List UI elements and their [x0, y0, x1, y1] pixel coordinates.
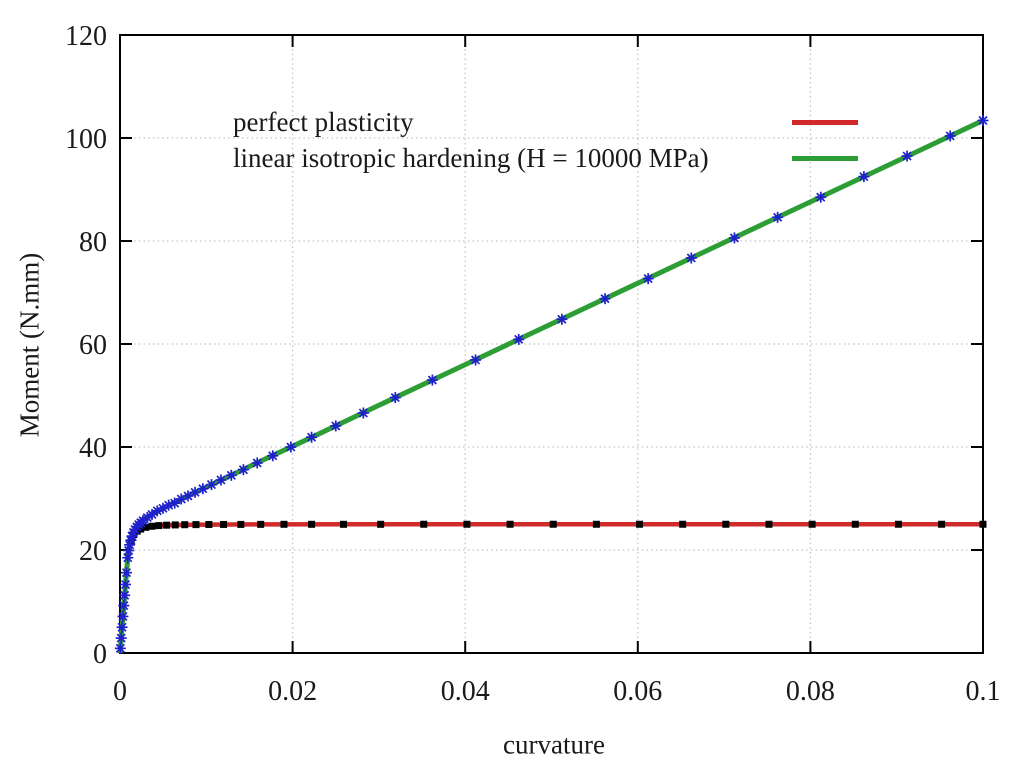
series-markers-linear-isotropic-hardening	[147, 509, 157, 520]
series-markers-perfect-plasticity	[181, 521, 189, 529]
y-tick-label-60: 60	[79, 330, 107, 361]
series-markers-linear-isotropic-hardening	[643, 274, 653, 284]
series-markers-linear-isotropic-hardening	[331, 421, 341, 431]
series-markers-linear-isotropic-hardening	[859, 172, 869, 182]
series-markers-perfect-plasticity	[142, 523, 150, 531]
series-markers-perfect-plasticity	[722, 520, 730, 528]
series-markers-linear-isotropic-hardening	[118, 611, 128, 621]
series-markers-perfect-plasticity	[192, 521, 200, 529]
series-markers-linear-isotropic-hardening	[600, 294, 610, 304]
series-markers-linear-isotropic-hardening	[117, 622, 127, 632]
series-markers-linear-isotropic-hardening	[945, 131, 955, 141]
series-markers-linear-isotropic-hardening	[268, 451, 278, 461]
series-line-perfect-plasticity	[117, 522, 983, 654]
series-markers-perfect-plasticity	[851, 520, 859, 528]
series-markers-linear-isotropic-hardening	[120, 579, 131, 590]
series-markers-perfect-plasticity	[148, 522, 156, 530]
series-markers-perfect-plasticity	[894, 520, 902, 528]
series-line-linear-isotropic-hardening	[117, 118, 985, 654]
series-markers-perfect-plasticity	[205, 521, 213, 529]
series-markers-perfect-plasticity	[463, 520, 471, 528]
x-axis-label: curvature	[503, 729, 605, 760]
series-markers-linear-isotropic-hardening	[286, 442, 296, 452]
series-markers-perfect-plasticity	[679, 520, 687, 528]
series-markers-linear-isotropic-hardening	[115, 643, 125, 653]
series-markers-perfect-plasticity	[592, 520, 600, 528]
series-markers-perfect-plasticity	[171, 521, 179, 529]
series-markers-linear-isotropic-hardening	[390, 392, 400, 403]
x-tick-label-0.1: 0.1	[966, 676, 1001, 707]
series-markers-linear-isotropic-hardening	[124, 545, 134, 556]
legend-label-perfect-plasticity: perfect plasticity	[233, 107, 414, 137]
series-markers-perfect-plasticity	[420, 520, 428, 528]
series-markers-linear-isotropic-hardening	[119, 601, 129, 611]
series-markers-linear-isotropic-hardening	[121, 568, 132, 578]
series-markers-linear-isotropic-hardening	[729, 233, 740, 243]
series-markers-perfect-plasticity	[257, 520, 265, 528]
series-markers-linear-isotropic-hardening	[123, 553, 133, 563]
series-markers-linear-isotropic-hardening	[238, 465, 248, 475]
series-markers-linear-isotropic-hardening	[198, 484, 208, 494]
y-axis-label: Moment (N.mm)	[14, 252, 45, 438]
series-markers-linear-isotropic-hardening	[773, 212, 783, 222]
series-markers-perfect-plasticity	[237, 520, 245, 528]
series-markers-linear-isotropic-hardening	[902, 151, 912, 161]
series-markers-linear-isotropic-hardening	[120, 590, 130, 600]
series-markers-perfect-plasticity	[549, 520, 557, 528]
series-markers-perfect-plasticity	[636, 520, 644, 528]
series-markers-perfect-plasticity	[137, 525, 145, 533]
series-markers-linear-isotropic-hardening	[190, 487, 200, 497]
series-markers-linear-isotropic-hardening	[226, 470, 236, 480]
series-markers-linear-isotropic-hardening	[557, 314, 567, 324]
series-markers-linear-isotropic-hardening	[307, 432, 317, 442]
series-markers-linear-isotropic-hardening	[816, 192, 826, 202]
series-markers-linear-isotropic-hardening	[170, 498, 180, 508]
series-markers-perfect-plasticity	[377, 520, 385, 528]
series-markers-linear-isotropic-hardening	[183, 491, 193, 501]
legend-line-sample-perfect-plasticity	[792, 119, 858, 125]
series-markers-perfect-plasticity	[155, 522, 163, 530]
series-markers-linear-isotropic-hardening	[978, 115, 988, 126]
series-markers-linear-isotropic-hardening	[686, 253, 696, 263]
series-markers-perfect-plasticity	[220, 520, 228, 528]
series-markers-perfect-plasticity	[280, 520, 288, 528]
y-tick-label-40: 40	[79, 433, 107, 464]
legend-label-linear-isotropic-hardening: linear isotropic hardening (H = 10000 MP…	[233, 143, 709, 173]
y-tick-label-120: 120	[65, 21, 107, 52]
x-tick-label-0.02: 0.02	[268, 676, 317, 707]
x-tick-label-0.04: 0.04	[441, 676, 490, 707]
series-markers-linear-isotropic-hardening	[427, 375, 437, 385]
x-tick-label-0.06: 0.06	[613, 676, 662, 707]
series-markers-perfect-plasticity	[979, 520, 987, 528]
y-tick-label-0: 0	[93, 639, 107, 670]
series-markers-linear-isotropic-hardening	[514, 334, 524, 344]
series-markers-perfect-plasticity	[163, 521, 171, 529]
series-markers-linear-isotropic-hardening	[470, 355, 481, 365]
legend-row-linear-isotropic-hardening: linear isotropic hardening (H = 10000 MP…	[233, 140, 858, 176]
x-tick-label-0.08: 0.08	[786, 676, 835, 707]
series-markers-perfect-plasticity	[308, 520, 316, 528]
series-markers-linear-isotropic-hardening	[216, 475, 226, 485]
series-markers-linear-isotropic-hardening	[116, 633, 126, 643]
y-tick-label-20: 20	[79, 536, 107, 567]
legend-row-perfect-plasticity: perfect plasticity	[233, 104, 858, 140]
series-markers-perfect-plasticity	[506, 520, 514, 528]
series-markers-linear-isotropic-hardening	[206, 480, 217, 490]
legend: perfect plasticity linear isotropic hard…	[233, 104, 858, 176]
series-markers-perfect-plasticity	[808, 520, 816, 528]
legend-line-sample-linear-isotropic-hardening	[792, 155, 858, 161]
series-markers-linear-isotropic-hardening	[358, 408, 368, 418]
series-markers-perfect-plasticity	[340, 520, 348, 528]
x-tick-label-0: 0	[113, 676, 127, 707]
series-markers-linear-isotropic-hardening	[252, 458, 262, 468]
y-tick-label-100: 100	[65, 124, 107, 155]
series-markers-perfect-plasticity	[938, 520, 946, 528]
y-tick-label-80: 80	[79, 227, 107, 258]
series-markers-perfect-plasticity	[765, 520, 773, 528]
